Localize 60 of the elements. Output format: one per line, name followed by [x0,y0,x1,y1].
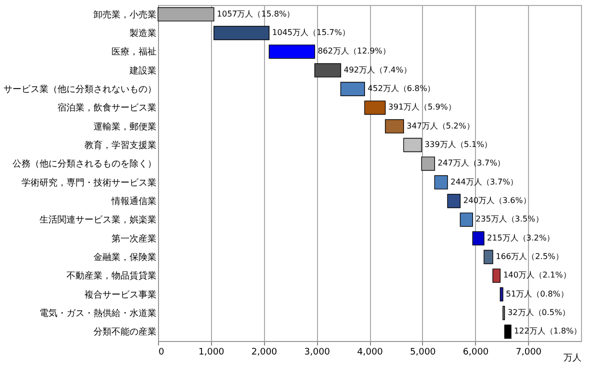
x-tick-label: 7,000 [516,348,542,358]
y-tick-label: 卸売業，小売業 [94,9,156,20]
bar [384,119,404,134]
bar [268,44,316,59]
y-tick-label: 学術研究，専門・技術サービス業 [22,177,156,188]
y-tick-label: 情報通信業 [110,196,156,207]
data-label: 51万人（0.8%） [506,289,568,298]
data-label: 1045万人（15.7%） [272,28,350,37]
data-label: 452万人（6.8%） [368,84,436,93]
y-tick-label: 建設業 [128,65,156,76]
bar [340,82,365,96]
data-label: 391万人（5.9%） [388,102,456,112]
data-label: 215万人（3.2%） [487,233,555,242]
bar [403,138,422,152]
x-tick-label: 1,000 [198,348,225,358]
data-label: 166万人（2.5%） [496,252,564,261]
data-label: 862万人（12.9%） [318,46,390,56]
y-tick-label: 運輸業，郵便業 [94,121,156,132]
data-label: 140万人（2.1%） [503,270,571,280]
data-label: 492万人（7.4%） [344,65,412,74]
data-label: 122万人（1.8%） [514,326,582,336]
x-axis-title: 万人 [564,352,582,364]
data-label: 347万人（5.2%） [406,121,474,130]
y-tick-label: 不動産業，物品賃貸業 [66,270,156,282]
bar [500,287,504,302]
x-tick-label: 5,000 [410,348,436,358]
y-tick-label: 複合サービス事業 [84,289,156,300]
x-tick-label: 6,000 [462,348,489,358]
y-tick-label: 宿泊業，飲食サービス業 [58,102,156,114]
x-tick-label: 3,000 [304,348,330,358]
data-label: 32万人（0.5%） [508,308,570,317]
data-label: 247万人（3.7%） [438,158,506,168]
bar [492,268,501,283]
data-label: 1057万人（15.8%） [216,9,295,18]
data-label: 235万人（3.5%） [476,214,544,224]
y-tick-label: 第一次産業 [112,233,156,244]
y-tick-label: 分類不能の産業 [94,326,156,338]
y-tick-label: 製造業 [130,28,156,39]
y-tick-label: 医療，福祉 [112,46,156,58]
bar [460,212,474,227]
data-label: 244万人（3.7%） [450,177,518,186]
y-tick-label: 電気・ガス・熱供給・水道業 [40,308,156,319]
x-tick-label: 2,000 [251,348,278,358]
bar [504,324,512,339]
y-tick-label: サービス業（他に分類されないもの） [4,84,156,95]
y-tick-label: 金融業，保険業 [94,252,156,263]
x-tick-label: 4,000 [357,348,384,358]
bar [364,100,386,115]
x-tick-label: 0 [158,348,164,358]
bar [314,63,342,78]
y-tick-label: 生活関連サービス業，娯楽業 [40,214,156,226]
bar [214,26,270,40]
data-label: 339万人（5.1%） [424,140,492,149]
bar [434,175,448,190]
bar [472,231,484,246]
bar [484,250,494,264]
bar [447,194,461,208]
data-label: 240万人（3.6%） [463,196,531,205]
y-tick-label: 教育，学習支援業 [84,140,156,151]
y-tick-label: 公務（他に分類されるものを除く） [12,158,156,170]
